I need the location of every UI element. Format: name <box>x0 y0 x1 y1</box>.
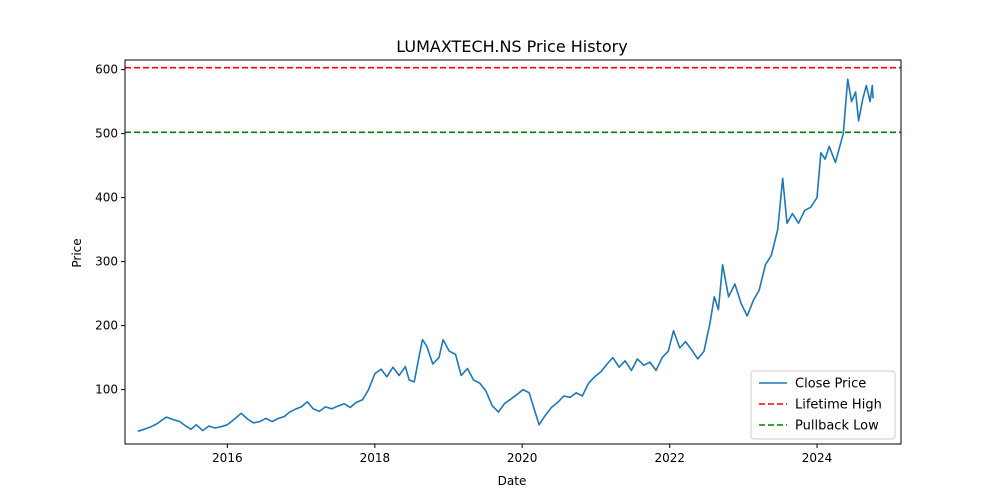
x-tick-label: 2016 <box>212 451 243 465</box>
y-tick-label: 400 <box>95 191 118 205</box>
x-tick-label: 2020 <box>507 451 538 465</box>
y-tick-label: 600 <box>95 63 118 77</box>
x-tick-label: 2024 <box>802 451 833 465</box>
x-axis-label: Date <box>498 474 527 488</box>
legend: Close Price Lifetime High Pullback Low <box>750 370 896 440</box>
y-tick-label: 500 <box>95 127 118 141</box>
y-axis-label: Price <box>70 238 84 267</box>
chart-title: LUMAXTECH.NS Price History <box>396 37 627 56</box>
y-tick-label: 300 <box>95 255 118 269</box>
y-tick-label: 200 <box>95 319 118 333</box>
x-tick-label: 2018 <box>360 451 391 465</box>
legend-label-lifetime-high: Lifetime High <box>795 398 882 413</box>
y-tick-label: 100 <box>95 383 118 397</box>
plot-frame <box>124 59 902 445</box>
x-tick-label: 2022 <box>654 451 685 465</box>
legend-box <box>750 370 896 440</box>
x-axis: 2016 2018 2020 2022 2024 <box>212 444 832 465</box>
legend-label-pullback-low: Pullback Low <box>795 419 879 434</box>
y-axis: 100 200 300 400 500 600 <box>95 63 125 397</box>
close-price-line <box>137 78 874 432</box>
legend-label-close-price: Close Price <box>795 377 866 392</box>
